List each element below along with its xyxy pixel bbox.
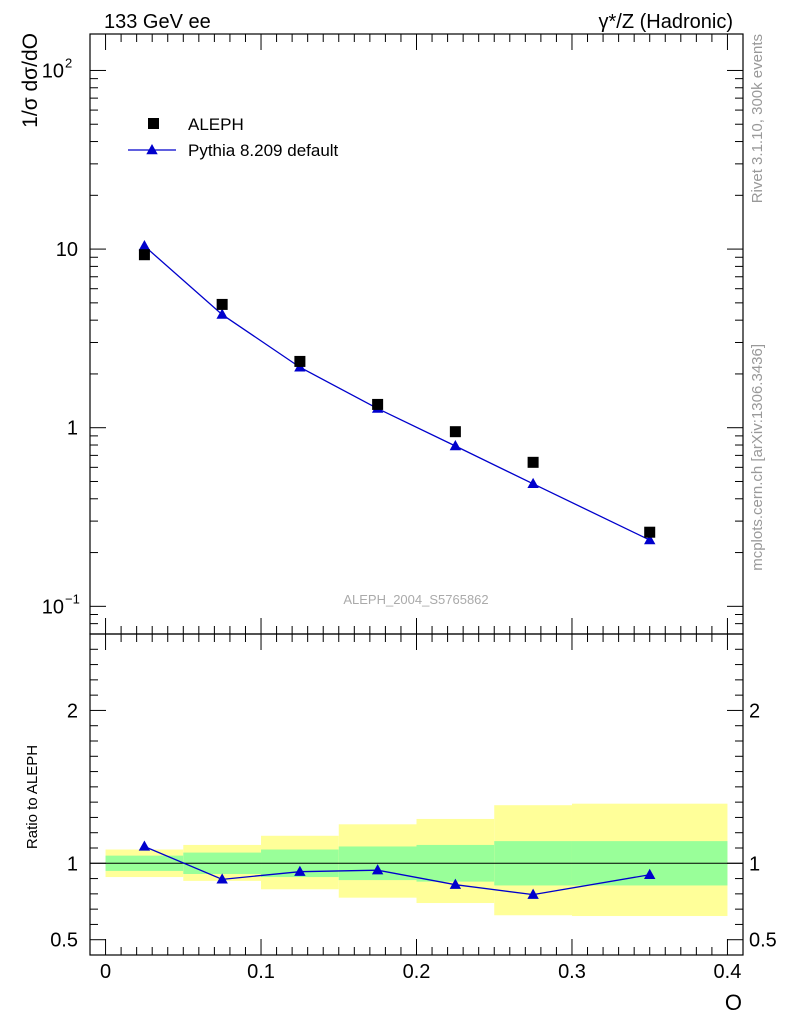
ratio-point [527,888,539,899]
ratio-point [449,878,462,889]
aleph-point [527,456,539,468]
legend-mc-label: Pythia 8.209 default [188,141,339,160]
legend-aleph-marker [148,118,159,129]
x-tick-label: 0.1 [247,961,275,983]
ratio-y-tick-label-right: 2 [749,700,760,722]
aleph-point [644,526,656,538]
aleph-point [372,398,384,410]
main-y-tick-exponent: 2 [65,55,72,70]
main-y-axis-title: 1/σ dσ/dO [19,33,42,128]
legend-mc-marker [146,144,158,155]
legend-aleph-label: ALEPH [188,115,244,134]
main-y-tick-exponent: −1 [65,591,80,606]
main-y-tick-label: 10 [42,60,64,82]
mc-point [644,534,656,545]
ratio-y-tick-label: 0.5 [50,930,78,952]
ratio-y-tick-label-right: 1 [749,853,760,875]
mc-point [216,308,228,319]
ratio-point [294,865,306,876]
mc-series-line [143,245,650,541]
main-y-tick-label: 10 [56,239,78,261]
aleph-point [449,426,461,438]
aleph-point [294,355,306,367]
mcplots-label: mcplots.cern.ch [arXiv:1306.3436] [749,344,766,571]
aleph-point [138,249,150,261]
x-tick-label: 0 [100,961,111,983]
header-right-label: γ*/Z (Hadronic) [599,11,733,33]
analysis-watermark: ALEPH_2004_S5765862 [343,592,488,607]
ratio-y-tick-label: 1 [67,853,78,875]
x-tick-label: 0.4 [714,961,742,983]
mc-point [138,240,151,251]
main-y-tick-label: 10 [42,596,64,618]
aleph-point [216,298,228,310]
header-left-label: 133 GeV ee [104,11,211,33]
ratio-point [371,864,384,875]
x-tick-label: 0.3 [558,961,586,983]
ratio-point [216,873,228,884]
ratio-panel: 0 0.1 0.2 0.3 0.4 0.5 0.5 1 1 2 2 [50,633,777,983]
mc-point [527,477,539,489]
ratio-y-tick-label: 2 [67,700,78,722]
x-axis-title: O [725,990,742,1015]
rivet-version-label: Rivet 3.1.10, 300k events [749,34,766,203]
mc-point [449,439,462,451]
x-tick-label: 0.2 [403,961,431,983]
ratio-point [138,840,151,851]
ratio-point [644,868,656,879]
legend: ALEPH Pythia 8.209 default [128,115,339,160]
ratio-y-axis-title: Ratio to ALEPH [24,745,41,849]
main-y-tick-label: 1 [67,418,78,440]
ratio-y-tick-label-right: 0.5 [749,930,777,952]
